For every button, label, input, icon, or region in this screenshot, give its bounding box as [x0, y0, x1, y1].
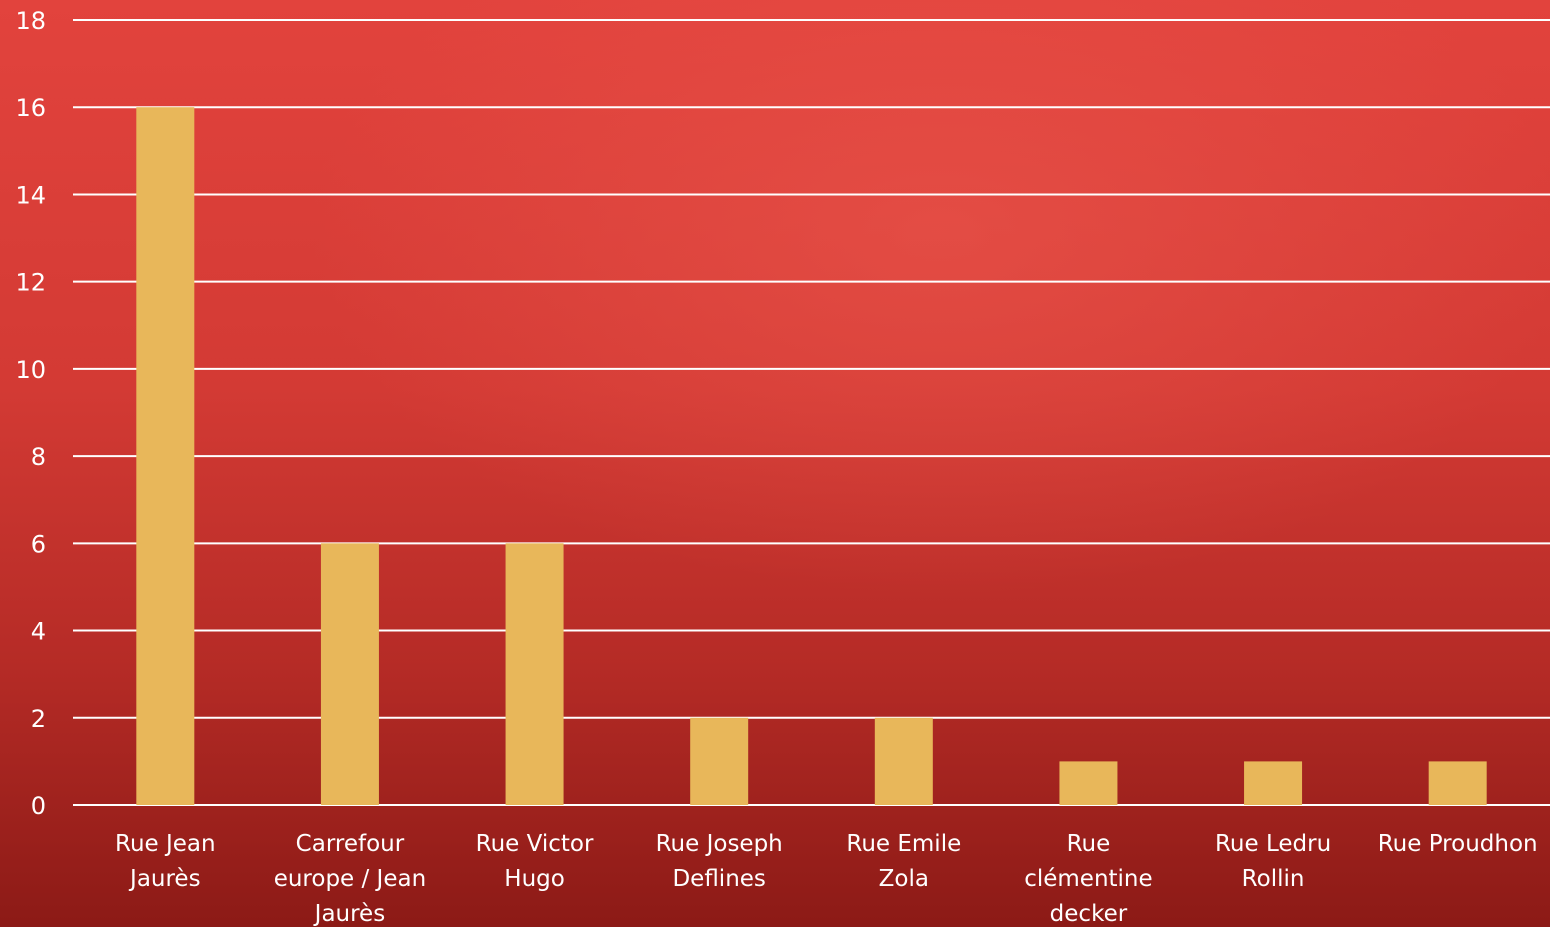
bar [320, 543, 379, 805]
x-category-label-line: Rollin [1242, 866, 1305, 892]
y-tick-label: 10 [15, 356, 46, 384]
x-category-label: Carrefour europe / Jean Jaurès [274, 831, 426, 927]
y-tick-label: 12 [15, 269, 46, 297]
y-tick-label: 4 [31, 618, 46, 646]
x-category-label-line: europe / Jean [274, 866, 426, 892]
x-category-label: Rue Emile Zola [846, 831, 961, 892]
x-category-label-line: Deflines [672, 866, 765, 892]
bar [690, 717, 749, 805]
x-category-label-line: Rue Victor [476, 831, 594, 857]
bar [874, 717, 933, 805]
x-category-label-line: Rue Ledru [1215, 831, 1331, 857]
x-category-label-line: Carrefour [296, 831, 405, 857]
y-axis-tick-labels: 0 2 4 6 8 10 12 14 16 18 [15, 7, 46, 820]
x-axis-category-labels: Rue Jean Jaurès Carrefour europe / Jean Jaur… [115, 831, 1538, 927]
bar [1428, 761, 1487, 805]
bars [136, 107, 1487, 805]
y-tick-label: 2 [31, 705, 46, 733]
x-category-label-line: Rue Proudhon [1378, 831, 1538, 857]
x-category-label-line: Zola [879, 866, 929, 892]
x-category-label-line: Jaurès [313, 901, 386, 927]
x-category-label: Rue clémentine decker [1024, 831, 1152, 927]
x-category-label-line: Rue Joseph [656, 831, 783, 857]
bar [505, 543, 564, 805]
x-category-label-line: Rue Emile [846, 831, 961, 857]
y-tick-label: 16 [15, 94, 46, 122]
x-category-label-line: Rue [1067, 831, 1111, 857]
bar [1059, 761, 1118, 805]
x-category-label: Rue Ledru Rollin [1215, 831, 1331, 892]
bar [136, 107, 195, 805]
y-tick-label: 0 [31, 792, 46, 820]
gridlines [73, 19, 1550, 806]
x-category-label-line: Jaurès [128, 866, 201, 892]
bar [1244, 761, 1303, 805]
x-category-label-line: clémentine [1024, 866, 1152, 892]
x-category-label: Rue Proudhon [1378, 831, 1538, 857]
x-category-label-line: decker [1050, 901, 1128, 927]
y-tick-label: 6 [31, 530, 46, 558]
x-category-label: Rue Victor Hugo [476, 831, 594, 892]
x-category-label-line: Hugo [504, 866, 565, 892]
x-category-label: Rue Jean Jaurès [115, 831, 216, 892]
y-tick-label: 14 [15, 181, 46, 209]
x-category-label-line: Rue Jean [115, 831, 216, 857]
y-tick-label: 8 [31, 443, 46, 471]
x-category-label: Rue Joseph Deflines [656, 831, 783, 892]
y-tick-label: 18 [15, 7, 46, 35]
